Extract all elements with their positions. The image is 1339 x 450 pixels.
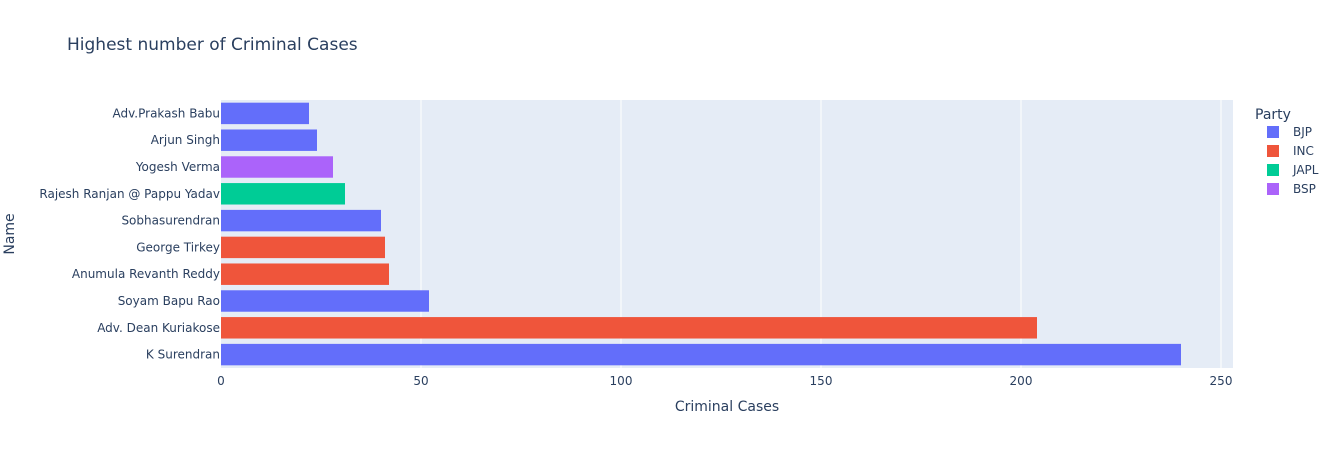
bar[interactable] [221,209,381,232]
bars [221,102,1181,366]
legend: Party BJP INC JAPL BSP [1255,107,1319,196]
legend-swatch [1267,126,1279,138]
legend-item[interactable]: INC [1267,144,1314,158]
y-tick-label: K Surendran [146,348,220,362]
x-axis-tick-labels: 0 50 100 150 200 250 [217,374,1232,388]
legend-items: BJP INC JAPL BSP [1267,125,1319,196]
legend-swatch [1267,145,1279,157]
x-axis-title: Criminal Cases [675,399,779,415]
y-tick-label: Adv. Dean Kuriakose [97,321,220,335]
legend-item[interactable]: BJP [1267,125,1312,139]
legend-item[interactable]: JAPL [1267,163,1319,177]
bar[interactable] [221,263,389,285]
bar[interactable] [221,236,385,259]
y-tick-label: Yogesh Verma [135,160,220,174]
x-tick-label: 0 [217,374,225,388]
legend-label: BJP [1293,125,1312,139]
legend-item[interactable]: BSP [1267,182,1316,196]
bar[interactable] [221,343,1181,366]
y-tick-label: Sobhasurendran [121,214,220,228]
legend-swatch [1267,183,1279,195]
x-tick-label: 50 [413,374,428,388]
legend-label: JAPL [1292,163,1319,177]
legend-label: BSP [1293,182,1316,196]
y-tick-label: Anumula Revanth Reddy [72,267,220,281]
bar[interactable] [221,183,345,205]
y-tick-label: Rajesh Ranjan @ Pappu Yadav [39,187,220,201]
y-tick-label: Adv.Prakash Babu [113,106,220,120]
x-tick-label: 150 [810,374,833,388]
legend-swatch [1267,164,1279,176]
y-tick-label: Soyam Bapu Rao [118,294,220,308]
y-axis-title: Name [2,213,18,254]
y-axis-tick-labels: Adv.Prakash Babu Arjun Singh Yogesh Verma R… [39,106,220,361]
y-tick-label: George Tirkey [136,240,220,254]
bar[interactable] [221,317,1037,339]
x-tick-label: 100 [610,374,633,388]
bar[interactable] [221,290,429,312]
chart-title: Highest number of Criminal Cases [67,35,358,55]
x-tick-label: 200 [1010,374,1033,388]
legend-label: INC [1293,144,1314,158]
bar[interactable] [221,129,317,151]
y-tick-label: Arjun Singh [151,133,220,147]
x-tick-label: 250 [1210,374,1233,388]
bar[interactable] [221,102,309,125]
bar[interactable] [221,156,333,178]
legend-title: Party [1255,107,1291,123]
